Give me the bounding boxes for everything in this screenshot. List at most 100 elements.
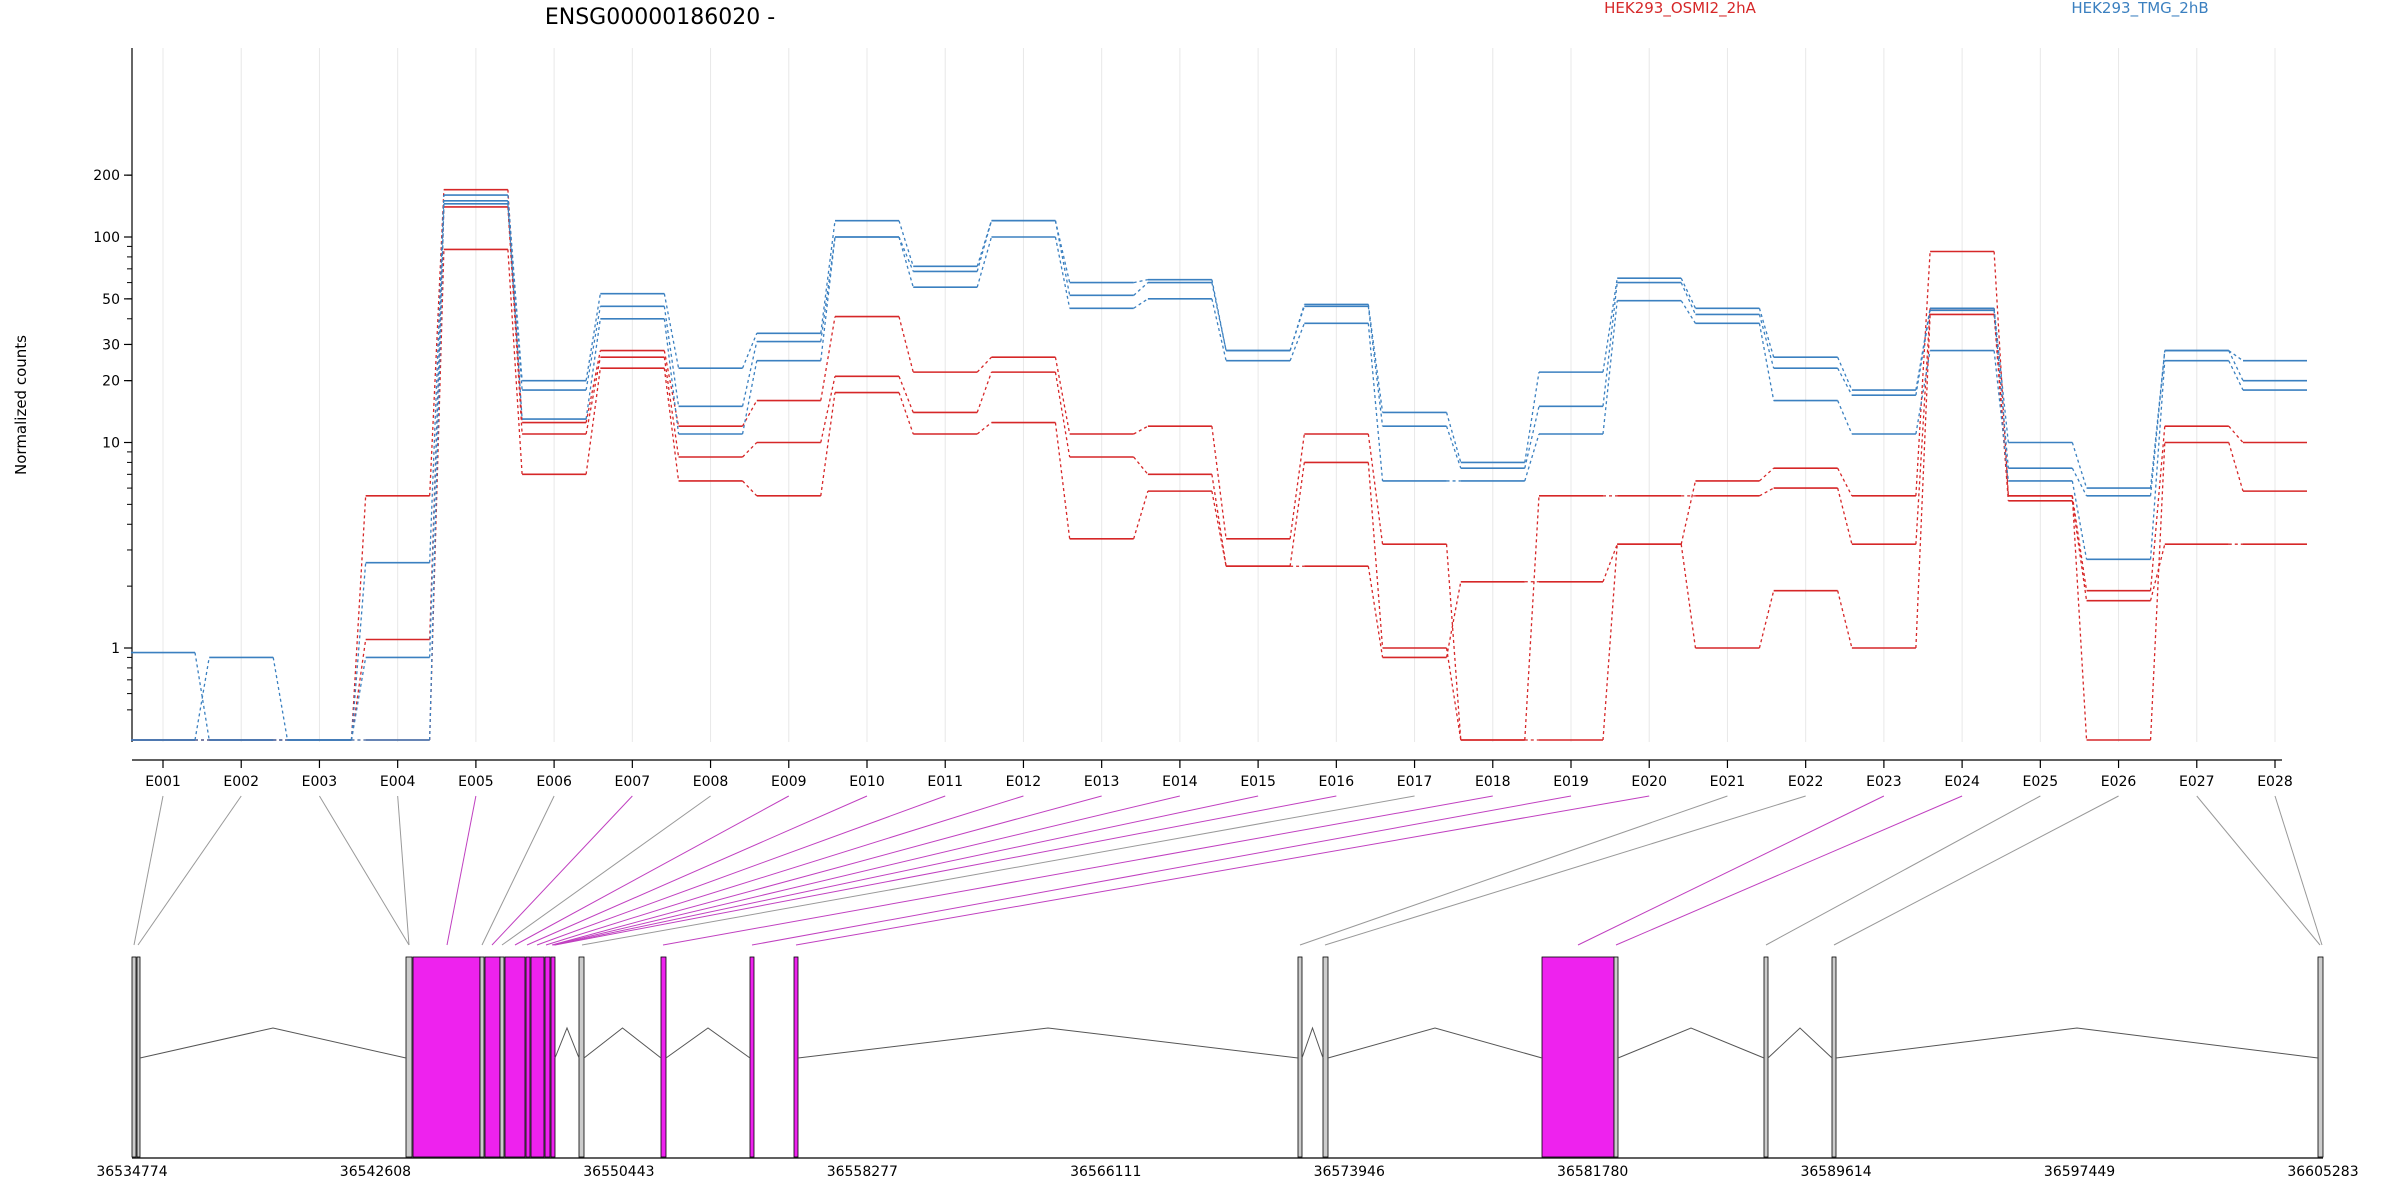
coordinate-tick-label: 36581780	[1557, 1164, 1628, 1180]
connector-e004	[429, 249, 445, 741]
y-tick-label: 200	[93, 168, 120, 184]
connector-e025	[2071, 495, 2088, 741]
y-tick-label: 50	[102, 292, 120, 308]
connector-e011	[976, 236, 993, 288]
connector-e017	[1445, 581, 1462, 658]
connector-e028	[2274, 795, 2323, 946]
connector-e019	[1602, 282, 1618, 407]
connector-e024	[1993, 314, 2009, 501]
connector-e004	[429, 203, 445, 741]
connector-e023	[1577, 795, 1885, 946]
connector-e016	[1367, 433, 1384, 545]
connector-e005	[507, 200, 523, 391]
y-tick-label: 20	[102, 374, 120, 390]
y-tick-label: 30	[102, 337, 120, 353]
exon-box-highlight	[484, 956, 501, 1158]
connector-e009	[514, 795, 790, 946]
intron-line	[797, 1027, 1299, 1059]
x-tick-label-e005: E005	[458, 774, 494, 790]
intron-line	[554, 1026, 580, 1059]
coordinate-tick-label: 36558277	[827, 1164, 898, 1180]
connector-e020	[1680, 480, 1697, 545]
x-tick-label-e008: E008	[693, 774, 729, 790]
connector-e014	[1211, 426, 1227, 539]
connector-e016	[1367, 462, 1384, 649]
connector-e009	[820, 392, 836, 496]
coordinate-tick-label: 36605283	[2287, 1164, 2358, 1180]
connector-e010	[898, 236, 914, 288]
exon-box-highlight	[1541, 956, 1615, 1158]
connector-e012	[1054, 236, 1071, 309]
connector-e012	[1054, 357, 1071, 435]
connector-e007	[491, 795, 633, 946]
axes: 1 10 20 30 50 100 200 E001 E002 E003 E004 E005 E006 E…	[93, 48, 2293, 790]
connector-e020	[1680, 277, 1697, 309]
x-tick-label-e004: E004	[380, 774, 416, 790]
connector-e003	[350, 657, 367, 741]
connector-e013	[1133, 279, 1149, 284]
connector-e015	[1289, 306, 1305, 351]
connector-e016	[554, 795, 1337, 946]
exon-box-highlight	[504, 956, 526, 1158]
connector-e005	[507, 206, 523, 435]
intron-line	[583, 1027, 662, 1059]
connector-e010	[898, 316, 914, 373]
intron-line	[139, 1027, 407, 1059]
x-tick-label-e022: E022	[1788, 774, 1824, 790]
connector-e022	[1837, 467, 1853, 497]
connector-e022	[1837, 367, 1853, 396]
exon-box	[1613, 956, 1619, 1158]
x-tick-label-e024: E024	[1944, 774, 1980, 790]
x-tick-label-e014: E014	[1162, 774, 1198, 790]
exon-connectors	[133, 795, 2323, 946]
connector-e005	[507, 249, 523, 475]
connector-e003	[350, 639, 367, 741]
connector-e006	[481, 795, 555, 946]
connector-e026	[1833, 795, 2119, 946]
connector-e025	[2071, 467, 2088, 497]
connector-e007	[663, 350, 680, 427]
connector-e009	[820, 376, 836, 443]
chart-title: ENSG00000186020 -	[545, 5, 775, 30]
connector-e010	[898, 392, 914, 435]
connector-e011	[976, 220, 993, 272]
x-tick-label-e013: E013	[1084, 774, 1120, 790]
x-tick-label-e017: E017	[1397, 774, 1433, 790]
series-a-1	[131, 188, 2307, 741]
connector-e017	[1445, 544, 1462, 741]
connector-e023	[1915, 251, 1931, 496]
connector-e004	[397, 795, 410, 946]
connector-e006	[585, 350, 601, 423]
series-layer	[131, 188, 2307, 741]
x-tick-label-e021: E021	[1710, 774, 1746, 790]
connector-e019	[1602, 278, 1618, 373]
intron-line	[1835, 1027, 2319, 1059]
connector-e013	[1133, 425, 1149, 435]
x-tick-label-e027: E027	[2179, 774, 2215, 790]
connector-e017	[581, 795, 1415, 946]
connector-e009	[820, 220, 836, 334]
connector-e006	[585, 293, 601, 381]
connector-e015	[1289, 323, 1305, 361]
connector-e018	[1524, 372, 1540, 463]
y-tick-label: 100	[93, 230, 120, 246]
connector-e002	[137, 795, 242, 946]
connector-e008	[742, 480, 758, 497]
x-tick-label-e006: E006	[536, 774, 572, 790]
connector-e022	[1837, 400, 1853, 435]
x-tick-label-e009: E009	[771, 774, 807, 790]
connector-e016	[1367, 304, 1384, 413]
connector-e020	[795, 795, 1650, 946]
connector-e025	[2071, 500, 2088, 601]
exon-box-highlight	[550, 956, 556, 1158]
series-b-1	[131, 194, 2307, 741]
connector-e023	[1915, 308, 1931, 391]
connector-e003	[350, 495, 367, 741]
connector-e010	[526, 795, 868, 946]
series-b-3	[131, 203, 2307, 741]
connector-e017	[1445, 647, 1462, 741]
exon-box-highlight	[749, 956, 755, 1158]
connector-e021	[1758, 308, 1775, 358]
connector-e008	[501, 795, 711, 946]
